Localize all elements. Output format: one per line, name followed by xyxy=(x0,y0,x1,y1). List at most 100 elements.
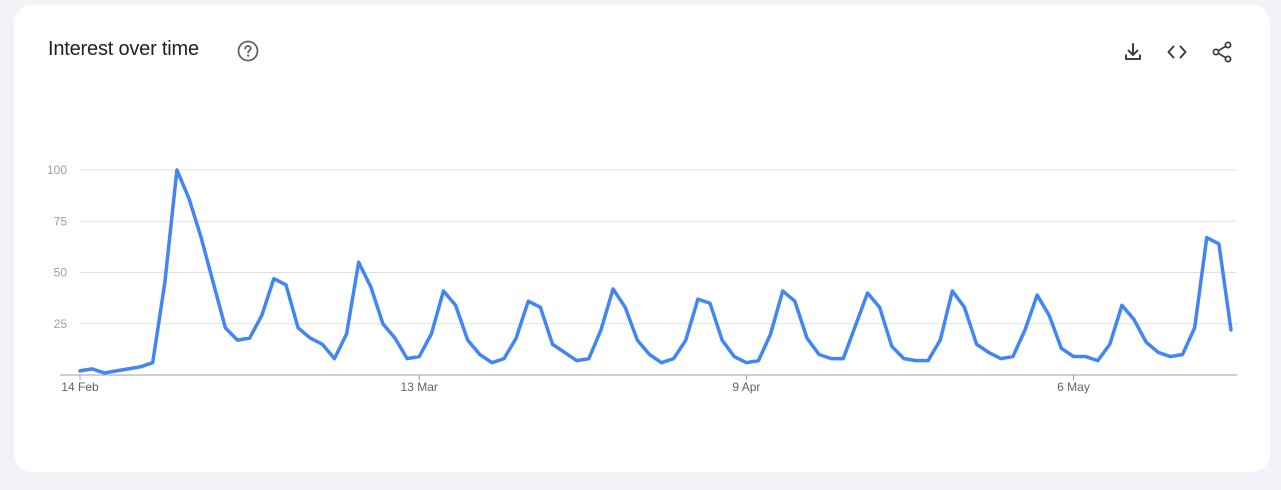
data-point xyxy=(745,361,748,364)
x-tick-label: 9 Apr xyxy=(732,380,760,394)
data-point xyxy=(757,359,760,362)
data-point xyxy=(187,197,191,200)
data-point xyxy=(539,306,542,309)
data-point xyxy=(781,289,784,293)
data-point xyxy=(805,336,809,340)
data-point xyxy=(854,324,857,327)
data-point xyxy=(769,332,772,336)
data-point xyxy=(1217,242,1221,245)
y-tick-label: 50 xyxy=(54,266,68,280)
data-point xyxy=(199,236,203,239)
data-point xyxy=(624,306,627,309)
data-point xyxy=(248,336,251,340)
data-point xyxy=(224,326,227,330)
x-tick-label: 13 Mar xyxy=(401,380,438,394)
data-point xyxy=(926,359,930,362)
data-point xyxy=(284,283,288,286)
data-point xyxy=(90,367,94,371)
data-point xyxy=(733,355,736,358)
data-point xyxy=(103,371,106,375)
data-point xyxy=(829,357,833,360)
data-point xyxy=(963,306,966,309)
chart-card xyxy=(14,5,1270,472)
data-point xyxy=(551,343,554,346)
data-point xyxy=(478,353,482,356)
data-point xyxy=(1169,355,1172,358)
data-point xyxy=(151,361,154,364)
data-point xyxy=(1144,341,1148,344)
data-point xyxy=(660,361,663,364)
data-point xyxy=(333,357,336,360)
data-point xyxy=(587,357,591,360)
data-point xyxy=(902,357,906,360)
data-point xyxy=(115,369,118,373)
download-icon[interactable] xyxy=(1121,40,1145,64)
data-point xyxy=(442,289,445,293)
data-point xyxy=(514,336,518,340)
data-point xyxy=(466,338,469,342)
data-point xyxy=(527,300,530,303)
data-point xyxy=(163,281,167,284)
data-point xyxy=(1193,326,1196,330)
x-tick-label: 6 May xyxy=(1057,380,1090,394)
data-point xyxy=(430,332,433,336)
data-point xyxy=(987,351,990,354)
data-point xyxy=(381,322,385,325)
data-point xyxy=(490,361,494,364)
data-point xyxy=(454,304,457,307)
data-point xyxy=(1157,351,1160,354)
data-point xyxy=(369,285,372,289)
data-point xyxy=(127,367,130,371)
data-point xyxy=(309,336,312,340)
data-point xyxy=(611,287,615,291)
data-point xyxy=(139,365,142,368)
data-point xyxy=(672,357,675,360)
data-point xyxy=(1120,304,1124,307)
data-point xyxy=(817,353,821,356)
data-point xyxy=(575,359,578,362)
data-point xyxy=(648,353,651,356)
data-point xyxy=(175,168,179,172)
data-point xyxy=(696,297,700,301)
y-tick-label: 75 xyxy=(54,214,68,228)
data-point xyxy=(405,357,409,360)
data-point xyxy=(842,357,845,360)
data-point xyxy=(684,338,687,342)
data-point xyxy=(296,326,300,330)
data-point xyxy=(1132,318,1136,321)
data-point xyxy=(1072,355,1075,358)
data-point xyxy=(563,351,566,354)
embed-code-icon[interactable] xyxy=(1165,40,1189,64)
data-point xyxy=(1084,355,1087,358)
data-point xyxy=(793,300,797,303)
share-icon[interactable] xyxy=(1210,40,1234,64)
y-tick-label: 100 xyxy=(47,163,67,177)
data-point xyxy=(914,359,918,362)
data-point xyxy=(975,343,978,346)
data-point xyxy=(1229,328,1233,332)
data-point xyxy=(720,338,724,342)
data-point xyxy=(1060,347,1063,350)
data-point xyxy=(708,302,712,305)
data-point xyxy=(1181,353,1184,356)
data-point xyxy=(321,343,324,346)
data-point xyxy=(951,289,954,293)
data-point xyxy=(1205,236,1208,239)
x-tick-label: 14 Feb xyxy=(61,380,99,394)
data-point xyxy=(502,357,506,360)
data-point xyxy=(260,314,263,317)
data-point xyxy=(357,261,360,264)
data-point xyxy=(393,336,397,340)
data-point xyxy=(236,338,239,342)
chart-title: Interest over time xyxy=(48,38,199,60)
data-point xyxy=(878,306,881,309)
data-point xyxy=(1023,328,1027,332)
data-point xyxy=(636,338,639,342)
data-point xyxy=(999,357,1002,360)
data-point xyxy=(418,355,421,358)
data-point xyxy=(212,281,215,284)
help-circle-icon[interactable] xyxy=(237,40,259,62)
data-point xyxy=(866,291,869,295)
data-point xyxy=(345,332,348,336)
